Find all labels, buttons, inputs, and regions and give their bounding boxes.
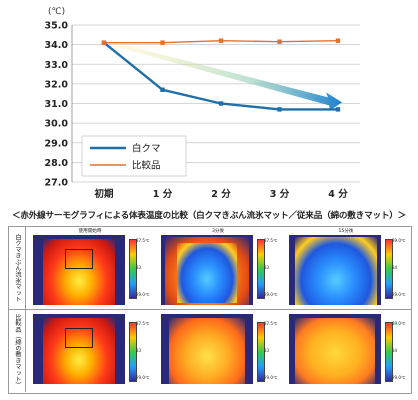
y-tick-label: 31.0 — [45, 99, 69, 110]
data-point — [335, 38, 341, 43]
data-point — [101, 40, 107, 45]
temperature-color-scale — [257, 239, 265, 299]
thermo-panel: 37.5℃ 33 29.0℃ — [159, 312, 277, 390]
thermography-table: 白クマきぶん流氷マット 使用開始時 37.5℃ 33 29.0℃ 3分後 37.… — [8, 226, 412, 394]
scale-max-label: 39.0℃ — [392, 238, 406, 243]
scale-min-label: 29.0℃ — [392, 292, 406, 297]
thermal-image — [161, 314, 253, 384]
measurement-area-box — [65, 328, 93, 348]
legend-label: 比較品 — [132, 160, 161, 172]
data-point — [160, 87, 165, 92]
thermal-image — [33, 235, 125, 305]
legend-box — [81, 135, 187, 177]
thermal-image — [33, 314, 125, 384]
scale-max-label: 37.5℃ — [136, 321, 150, 326]
row-label: 比較品（綿の敷きマット） — [9, 310, 26, 392]
y-axis-unit-label: (℃) — [48, 7, 65, 17]
data-point — [218, 38, 224, 43]
y-tick-label: 34.0 — [45, 40, 69, 51]
scale-mid-label: 33 — [136, 265, 142, 270]
thermo-panel: 15分後 39.0℃ 34 29.0℃ — [287, 229, 405, 307]
thermal-image — [161, 235, 253, 305]
x-tick-label: 3 分 — [270, 188, 290, 200]
scale-mid-label: 33 — [264, 265, 270, 270]
scale-min-label: 29.0℃ — [264, 375, 278, 380]
temperature-color-scale — [257, 322, 265, 382]
scale-min-label: 29.0℃ — [136, 292, 150, 297]
panel-title: 使用開始時 — [78, 229, 102, 234]
thermography-row-hakukuma: 白クマきぶん流氷マット 使用開始時 37.5℃ 33 29.0℃ 3分後 37.… — [9, 227, 411, 310]
scale-max-label: 37.5℃ — [264, 238, 278, 243]
thermography-caption: ＜赤外線サーモグラフィによる体表温度の比較（白クマきぶん流氷マット／従来品（綿の… — [11, 211, 407, 221]
scale-min-label: 29.0℃ — [136, 375, 150, 380]
thermography-row-comparison: 比較品（綿の敷きマット） 37.5℃ 33 29.0℃ 37.5℃ 33 29.… — [9, 310, 411, 392]
temperature-color-scale — [129, 322, 137, 382]
panel-title: 3分後 — [211, 229, 225, 234]
chart-series — [101, 38, 342, 112]
data-point — [277, 107, 282, 112]
panel-title: 15分後 — [338, 229, 354, 234]
scale-mid-label: 34 — [392, 348, 398, 353]
y-tick-label: 28.0 — [45, 158, 69, 169]
y-tick-label: 32.0 — [45, 79, 69, 90]
temperature-color-scale — [385, 239, 393, 299]
y-tick-label: 27.0 — [45, 178, 69, 189]
data-point — [218, 101, 224, 106]
temperature-line-chart: (℃) 35.0 34.0 33.0 32.0 31.0 30.0 29.0 28.0 27.0… — [45, 7, 360, 200]
thermo-panel: 使用開始時 37.5℃ 33 29.0℃ — [31, 229, 149, 307]
legend-label: 白クマ — [132, 143, 161, 155]
measurement-area-box — [65, 249, 93, 269]
temperature-color-scale — [129, 239, 137, 299]
scale-mid-label: 34 — [392, 265, 398, 270]
scale-mid-label: 33 — [264, 348, 270, 353]
y-axis-ticks: 35.0 34.0 33.0 32.0 31.0 30.0 29.0 28.0 27.0 — [45, 21, 69, 189]
scale-min-label: 29.0℃ — [264, 292, 278, 297]
thermo-panel: 3分後 37.5℃ 33 29.0℃ — [159, 229, 277, 307]
thermo-panel: 37.5℃ 33 29.0℃ — [31, 312, 149, 390]
row-label: 白クマきぶん流氷マット — [9, 227, 26, 309]
y-tick-label: 35.0 — [45, 21, 69, 32]
scale-max-label: 37.5℃ — [264, 321, 278, 326]
scale-mid-label: 33 — [136, 348, 142, 353]
data-point — [335, 107, 341, 112]
data-point — [160, 40, 165, 45]
thermo-panel: 39.0℃ 34 29.0℃ — [287, 312, 405, 390]
data-point — [277, 39, 282, 44]
x-tick-label: 2 分 — [211, 188, 231, 200]
x-tick-label: 初期 — [94, 188, 113, 200]
scale-max-label: 39.0℃ — [392, 321, 406, 326]
y-tick-label: 33.0 — [45, 60, 69, 71]
thermal-image — [289, 235, 381, 305]
scale-min-label: 29.0℃ — [392, 375, 406, 380]
y-tick-label: 29.0 — [45, 138, 69, 149]
thermal-image — [289, 314, 381, 384]
x-tick-label: 4 分 — [328, 188, 348, 200]
x-axis-ticks: 初期 1 分 2 分 3 分 4 分 — [94, 188, 348, 200]
temperature-color-scale — [385, 322, 393, 382]
y-tick-label: 30.0 — [45, 119, 69, 130]
scale-max-label: 37.5℃ — [136, 238, 150, 243]
x-tick-label: 1 分 — [153, 188, 173, 200]
trend-arrow — [112, 41, 342, 111]
